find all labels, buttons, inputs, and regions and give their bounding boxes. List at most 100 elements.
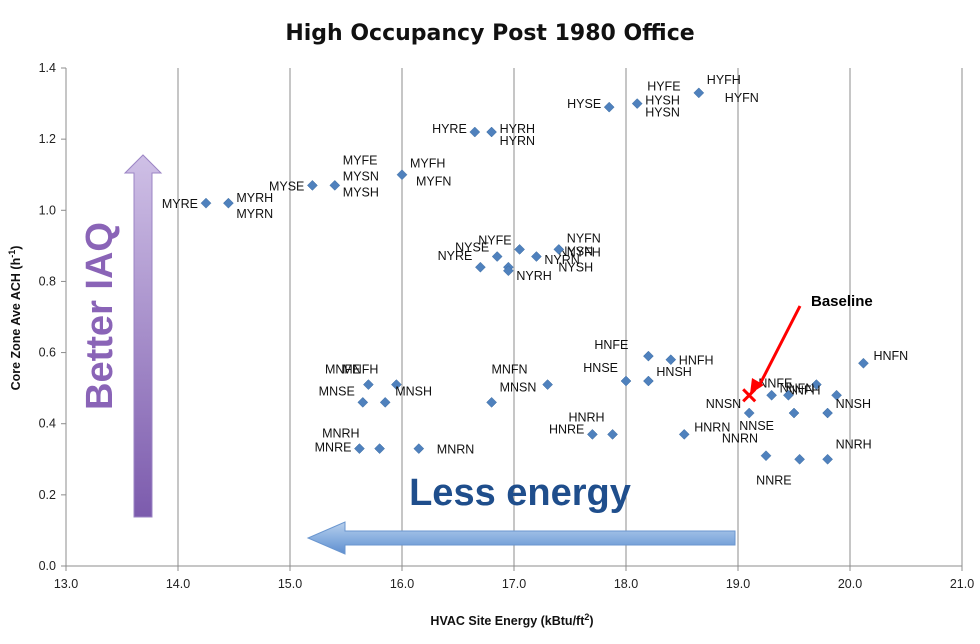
data-point-marker [603,101,615,113]
data-point-label: NNSE [739,419,774,433]
data-point-marker [587,429,598,440]
data-point-label: NYRN [544,253,579,267]
data-point-marker [822,453,833,465]
data-point-label: HNSE [583,361,618,375]
x-tick-label: 15.0 [278,577,302,591]
data-point-marker [379,397,391,408]
data-point-marker [374,443,385,454]
data-point-marker [514,244,525,255]
data-point-label: HYRN [500,134,535,148]
data-point-marker [831,389,842,401]
y-tick-label: 0.0 [39,559,56,573]
data-point-label: MNRE [315,441,352,455]
data-point-marker [357,397,369,408]
data-point-marker [223,197,234,209]
axes: 13.0 14.0 15.0 16.0 17.0 18.0 19.0 20.0 21.0 0.0 0… [39,61,975,591]
data-point-label: HNFE [594,338,628,352]
x-tick-label: 21.0 [950,577,974,591]
data-point-label: HYSH [645,94,680,108]
data-point-marker [491,251,503,262]
data-point-label: MYRE [162,197,198,211]
x-tick-label: 20.0 [838,577,862,591]
data-point-marker [822,407,833,419]
data-point-label: HYSN [645,106,680,120]
data-point-label: MNFN [491,363,527,377]
data-point-label: MNRN [437,443,475,457]
y-tick-label: 0.4 [39,417,56,431]
data-point-label: MNRH [322,427,360,441]
data-point-marker [531,251,542,262]
data-point-marker [643,375,654,387]
data-point-label: HYRH [500,122,535,136]
data-point-label: MYRN [236,207,273,221]
data-point-label: HYSE [567,97,601,111]
x-tick-label: 19.0 [726,577,750,591]
data-point-marker [503,265,514,277]
data-point-label: NYFN [567,231,601,245]
data-point-label: NNRE [756,473,791,487]
data-point-marker [200,197,212,209]
data-point-marker [858,357,869,369]
less-energy-arrow [306,521,736,555]
data-point-label: NNRH [836,437,872,451]
data-point-marker [396,169,408,181]
less-energy-label: Less energy [409,472,631,514]
data-point-label: MNSE [319,384,355,398]
data-point-label: HNRN [694,420,730,434]
y-tick-label: 1.0 [39,203,56,217]
data-point-label: MYFN [416,175,451,189]
data-point-label: NNSH [836,397,871,411]
data-point-marker [486,397,497,408]
data-point-marker [354,443,365,454]
y-tick-label: 0.8 [39,274,56,288]
chart-title: High Occupancy Post 1980 Office [285,21,694,46]
data-point-label: HNRH [568,410,604,424]
data-point-label: MYSH [343,185,379,199]
data-point-label: MYSE [269,179,304,193]
data-point-marker [486,126,497,138]
data-point-label: MYFH [410,157,445,171]
data-point-label: HYRE [432,122,467,136]
baseline-x-stroke [742,388,757,403]
data-point-marker [794,453,805,465]
data-point-label: HNRE [549,422,584,436]
y-tick-label: 1.2 [39,132,56,146]
data-point-marker [811,379,822,390]
data-point-label: NYSH [558,261,593,275]
data-point-marker [678,429,690,440]
data-point-label: MNSN [500,380,537,394]
data-point-marker [307,180,318,191]
data-point-marker [620,375,632,387]
data-point-marker [363,379,374,390]
x-tick-label: 16.0 [390,577,414,591]
data-point-label: NYRH [516,269,551,283]
x-tick-label: 13.0 [54,577,78,591]
x-tick-label: 14.0 [166,577,190,591]
data-point-label: NNFE [758,377,792,391]
data-point-marker [760,450,772,462]
data-point-label: HNFN [873,349,908,363]
baseline-x-marker [742,388,757,403]
better-iaq-label: Better IAQ [79,222,121,410]
data-point-marker [542,379,553,390]
x-tick-label: 18.0 [614,577,638,591]
y-tick-label: 0.6 [39,346,56,360]
data-point-marker [788,407,800,419]
data-point-label: NYSN [558,245,593,259]
data-point-marker [607,429,618,440]
data-point-label: MNFH [342,363,378,377]
data-point-label: HYFE [647,80,680,94]
y-axis-title: Core Zone Ave ACH (h-1) [7,246,23,391]
data-point-marker [643,350,654,362]
data-point-marker [693,87,705,99]
data-point-marker [665,354,677,366]
data-point-label: MYSN [343,169,379,183]
data-point-marker [766,389,777,401]
data-point-label: NNFH [786,383,821,397]
data-point-label: NNRN [722,432,758,446]
data-point-label: MYFE [343,153,378,167]
better-iaq-arrow [123,154,163,518]
data-point-label: MYRH [236,191,273,205]
x-tick-label: 17.0 [502,577,526,591]
